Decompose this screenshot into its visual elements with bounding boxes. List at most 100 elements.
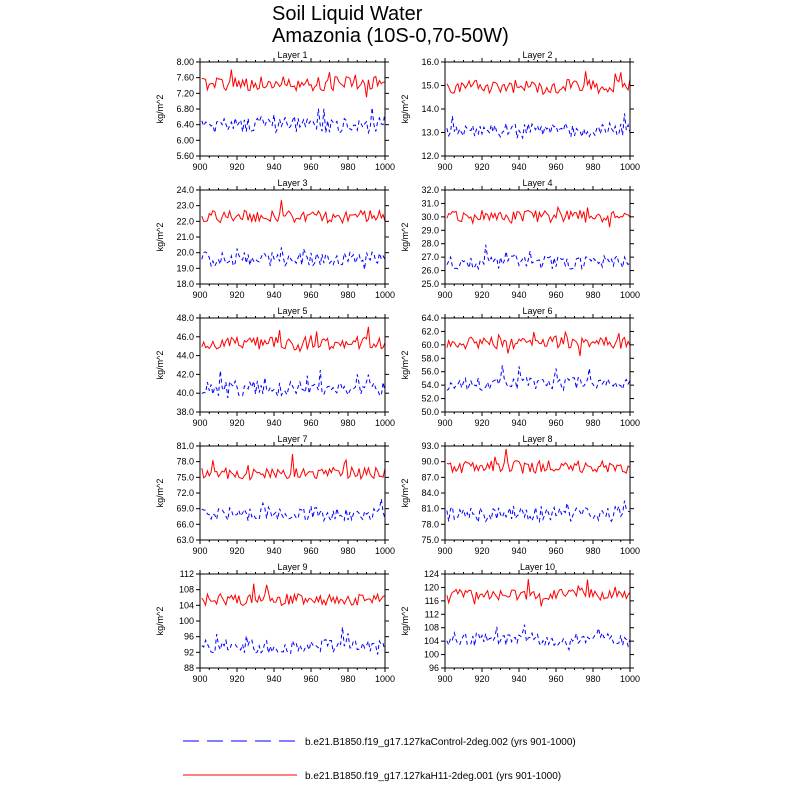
x-tick-label: 1000: [375, 290, 395, 300]
y-tick-label: 69.0: [176, 504, 194, 514]
control-series-line: [446, 365, 631, 392]
y-tick-label: 66.0: [176, 519, 194, 529]
y-tick-label: 8.00: [176, 57, 194, 67]
y-tick-label: 96: [429, 663, 439, 673]
y-tick-label: 6.80: [176, 104, 194, 114]
x-tick-label: 920: [474, 162, 489, 172]
y-tick-label: 92: [184, 647, 194, 657]
h11-series-line: [201, 69, 386, 98]
h11-series-line: [446, 71, 631, 96]
h11-series-line: [446, 448, 631, 474]
y-tick-label: 108: [179, 585, 194, 595]
x-tick-label: 1000: [620, 674, 640, 684]
x-tick-label: 960: [303, 418, 318, 428]
x-tick-label: 940: [511, 162, 526, 172]
y-tick-label: 62.0: [421, 326, 439, 336]
panel-title: Layer 1: [277, 50, 307, 60]
y-tick-label: 40.0: [176, 388, 194, 398]
y-axis-label: kg/m^2: [400, 95, 410, 124]
y-tick-label: 81.0: [176, 441, 194, 451]
panel-layer-3: Layer 3 kg/m^2 900 920 940 960 980 1000 18.0 19.0…: [155, 178, 395, 300]
control-series-line: [446, 500, 631, 525]
y-tick-label: 100: [179, 616, 194, 626]
x-tick-label: 980: [340, 546, 355, 556]
y-tick-label: 25.0: [421, 279, 439, 289]
x-tick-label: 980: [585, 546, 600, 556]
y-axis-label: kg/m^2: [400, 479, 410, 508]
x-tick-label: 980: [340, 290, 355, 300]
panel-layer-2: Layer 2 kg/m^2 900 920 940 960 980 1000 12.0 13.0…: [400, 50, 640, 172]
x-tick-label: 940: [266, 546, 281, 556]
x-tick-label: 920: [474, 290, 489, 300]
h11-series-line: [201, 326, 386, 353]
panel-layer-5: Layer 5 kg/m^2 900 920 940 960 980 1000 38.0 40.0…: [155, 306, 395, 428]
x-tick-label: 1000: [375, 162, 395, 172]
legend-label: b.e21.B1850.f19_g17.127kaControl-2deg.00…: [305, 737, 576, 748]
panel-title: Layer 6: [522, 306, 552, 316]
y-tick-label: 90.0: [421, 457, 439, 467]
x-tick-label: 1000: [375, 546, 395, 556]
y-tick-label: 15.0: [421, 81, 439, 91]
control-series-line: [201, 247, 386, 270]
x-tick-label: 940: [266, 290, 281, 300]
x-tick-label: 900: [437, 290, 452, 300]
x-tick-label: 940: [511, 674, 526, 684]
x-tick-label: 980: [585, 674, 600, 684]
y-tick-label: 78.0: [421, 519, 439, 529]
h11-series-line: [201, 453, 386, 482]
panel-layer-6: Layer 6 kg/m^2 900 920 940 960 980 1000 50.0 52.0…: [400, 306, 640, 428]
x-tick-label: 1000: [620, 290, 640, 300]
y-tick-label: 84.0: [421, 488, 439, 498]
x-tick-label: 920: [229, 418, 244, 428]
x-tick-label: 900: [437, 674, 452, 684]
panel-title: Layer 10: [520, 562, 555, 572]
control-series-line: [201, 107, 386, 135]
y-tick-label: 120: [424, 582, 439, 592]
y-tick-label: 112: [180, 569, 194, 579]
x-tick-label: 920: [229, 546, 244, 556]
x-tick-label: 900: [192, 546, 207, 556]
x-tick-label: 920: [229, 674, 244, 684]
control-series-line: [201, 627, 386, 655]
y-tick-label: 24.0: [176, 185, 194, 195]
x-tick-label: 900: [437, 546, 452, 556]
x-tick-label: 980: [585, 418, 600, 428]
y-tick-label: 6.00: [176, 135, 194, 145]
h11-series-line: [446, 330, 631, 357]
y-tick-label: 6.40: [176, 120, 194, 130]
x-tick-label: 960: [303, 546, 318, 556]
plot-frame: [199, 61, 386, 157]
y-tick-label: 54.0: [421, 380, 439, 390]
y-tick-label: 18.0: [176, 279, 194, 289]
panel-layer-7: Layer 7 kg/m^2 900 920 940 960 980 1000 63.0 66.0…: [155, 434, 395, 556]
plot-frame: [199, 445, 386, 541]
x-tick-label: 920: [229, 290, 244, 300]
y-tick-label: 56.0: [421, 367, 439, 377]
x-tick-label: 980: [585, 290, 600, 300]
panel-title: Layer 2: [522, 50, 552, 60]
x-tick-label: 960: [548, 418, 563, 428]
x-tick-label: 980: [340, 162, 355, 172]
y-axis-label: kg/m^2: [400, 223, 410, 252]
y-tick-label: 16.0: [421, 57, 439, 67]
y-tick-label: 60.0: [421, 340, 439, 350]
x-tick-label: 1000: [620, 546, 640, 556]
h11-series-line: [446, 205, 631, 228]
x-tick-label: 940: [511, 418, 526, 428]
panels-grid: Layer 1 kg/m^2 900 920 940 960 980 1000 5.60 6.00…: [155, 50, 640, 684]
x-tick-label: 1000: [375, 418, 395, 428]
panel-layer-8: Layer 8 kg/m^2 900 920 940 960 980 1000 75.0 78.0…: [400, 434, 640, 556]
plot-frame: [199, 189, 386, 285]
y-tick-label: 75.0: [176, 472, 194, 482]
y-tick-label: 112: [425, 609, 439, 619]
panel-layer-10: Layer 10 kg/m^2 900 920 940 960 980 1000 96 100 10…: [400, 562, 640, 684]
y-tick-label: 100: [424, 650, 439, 660]
y-tick-label: 23.0: [176, 201, 194, 211]
y-axis-label: kg/m^2: [155, 607, 165, 636]
panel-layer-1: Layer 1 kg/m^2 900 920 940 960 980 1000 5.60 6.00…: [155, 50, 395, 172]
h11-series-line: [201, 583, 386, 607]
plot-frame: [444, 61, 631, 157]
y-axis-label: kg/m^2: [400, 351, 410, 380]
x-tick-label: 900: [192, 674, 207, 684]
